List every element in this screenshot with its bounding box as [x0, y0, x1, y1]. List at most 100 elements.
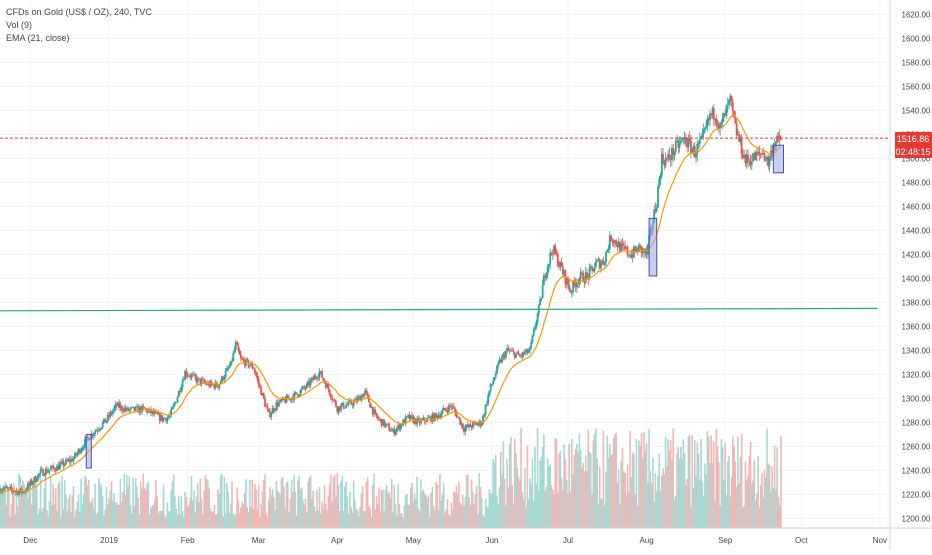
candle-body[interactable]	[319, 371, 322, 372]
range-box[interactable]	[772, 144, 785, 174]
candle-body[interactable]	[293, 393, 296, 401]
candle-body[interactable]	[359, 396, 361, 401]
candle-body[interactable]	[30, 480, 33, 485]
candle-body[interactable]	[104, 418, 107, 423]
candle-body[interactable]	[706, 118, 709, 127]
candle-body[interactable]	[455, 412, 458, 418]
candle-body[interactable]	[570, 292, 573, 293]
candle-body[interactable]	[638, 244, 640, 253]
candle-body[interactable]	[51, 465, 53, 469]
candle-body[interactable]	[261, 393, 264, 396]
candle-body[interactable]	[139, 407, 142, 413]
candle-body[interactable]	[568, 284, 571, 290]
candle-body[interactable]	[185, 370, 188, 376]
candle-body[interactable]	[271, 408, 274, 414]
candle-body[interactable]	[171, 407, 174, 410]
candle-body[interactable]	[534, 327, 536, 330]
candle-body[interactable]	[502, 354, 505, 357]
candle-body[interactable]	[208, 382, 211, 387]
candle-body[interactable]	[227, 367, 230, 369]
candle-body[interactable]	[40, 469, 43, 471]
candle-body[interactable]	[128, 409, 131, 411]
candle-body[interactable]	[19, 488, 22, 492]
candle-body[interactable]	[233, 349, 236, 353]
candle-body[interactable]	[725, 105, 728, 116]
candle-body[interactable]	[529, 347, 531, 351]
candle-body[interactable]	[108, 414, 110, 417]
candle-body[interactable]	[35, 480, 38, 482]
candle-body[interactable]	[496, 365, 498, 374]
candle-body[interactable]	[745, 154, 748, 164]
candle-body[interactable]	[366, 392, 369, 396]
candle-body[interactable]	[303, 386, 306, 388]
candle-body[interactable]	[688, 138, 691, 141]
candle-body[interactable]	[134, 406, 137, 411]
candle-body[interactable]	[466, 424, 469, 428]
candle-body[interactable]	[403, 419, 406, 424]
candle-body[interactable]	[26, 483, 29, 490]
candle-body[interactable]	[2, 488, 5, 491]
candle-body[interactable]	[201, 379, 204, 381]
candle-body[interactable]	[304, 387, 307, 389]
candle-body[interactable]	[484, 404, 487, 415]
candle-body[interactable]	[735, 123, 738, 135]
candle-body[interactable]	[124, 408, 127, 411]
candle-body[interactable]	[294, 392, 297, 394]
candle-body[interactable]	[10, 486, 13, 490]
candle-body[interactable]	[744, 155, 747, 164]
candle-body[interactable]	[242, 359, 245, 361]
candle-body[interactable]	[452, 406, 455, 409]
candle-body[interactable]	[589, 266, 592, 269]
candle-body[interactable]	[97, 429, 100, 431]
candle-body[interactable]	[6, 487, 9, 489]
candle-body[interactable]	[565, 277, 568, 285]
candle-body[interactable]	[733, 110, 735, 117]
candle-body[interactable]	[743, 155, 746, 159]
candle-body[interactable]	[535, 322, 538, 328]
candle-body[interactable]	[748, 160, 751, 162]
candle-body[interactable]	[260, 386, 263, 396]
candle-body[interactable]	[729, 95, 732, 100]
candle-body[interactable]	[356, 397, 359, 403]
candle-body[interactable]	[610, 235, 612, 241]
candle-body[interactable]	[598, 259, 601, 269]
candle-body[interactable]	[473, 422, 476, 424]
candle-body[interactable]	[603, 262, 606, 265]
candle-body[interactable]	[123, 408, 126, 412]
candle-body[interactable]	[324, 382, 327, 388]
candle-body[interactable]	[408, 414, 411, 420]
candle-body[interactable]	[239, 354, 242, 359]
candle-body[interactable]	[461, 423, 464, 429]
candle-body[interactable]	[138, 407, 141, 413]
candle-body[interactable]	[0, 488, 1, 493]
candle-body[interactable]	[99, 428, 102, 430]
candle-body[interactable]	[54, 470, 57, 472]
candle-body[interactable]	[78, 449, 81, 454]
candle-body[interactable]	[436, 415, 439, 419]
candle-body[interactable]	[67, 459, 70, 461]
candle-body[interactable]	[477, 423, 479, 426]
candle-body[interactable]	[653, 209, 656, 223]
candle-body[interactable]	[734, 116, 737, 124]
candle-body[interactable]	[151, 410, 154, 414]
candle-body[interactable]	[114, 404, 117, 408]
candle-body[interactable]	[331, 397, 334, 400]
candle-body[interactable]	[431, 413, 434, 422]
candle-body[interactable]	[636, 248, 639, 253]
candle-body[interactable]	[449, 405, 451, 407]
horizontal-trendline[interactable]	[0, 307, 878, 312]
candle-body[interactable]	[335, 401, 337, 407]
candle-body[interactable]	[544, 275, 547, 278]
candle-body[interactable]	[425, 421, 427, 423]
candle-body[interactable]	[43, 475, 46, 477]
candle-body[interactable]	[404, 416, 407, 424]
candle-body[interactable]	[395, 428, 398, 432]
candle-body[interactable]	[674, 141, 677, 152]
candle-body[interactable]	[619, 241, 621, 252]
candle-body[interactable]	[720, 121, 723, 124]
candle-body[interactable]	[105, 420, 108, 423]
candle-body[interactable]	[712, 108, 715, 120]
candle-body[interactable]	[409, 415, 412, 420]
candle-body[interactable]	[193, 374, 195, 376]
candle-body[interactable]	[224, 371, 227, 378]
